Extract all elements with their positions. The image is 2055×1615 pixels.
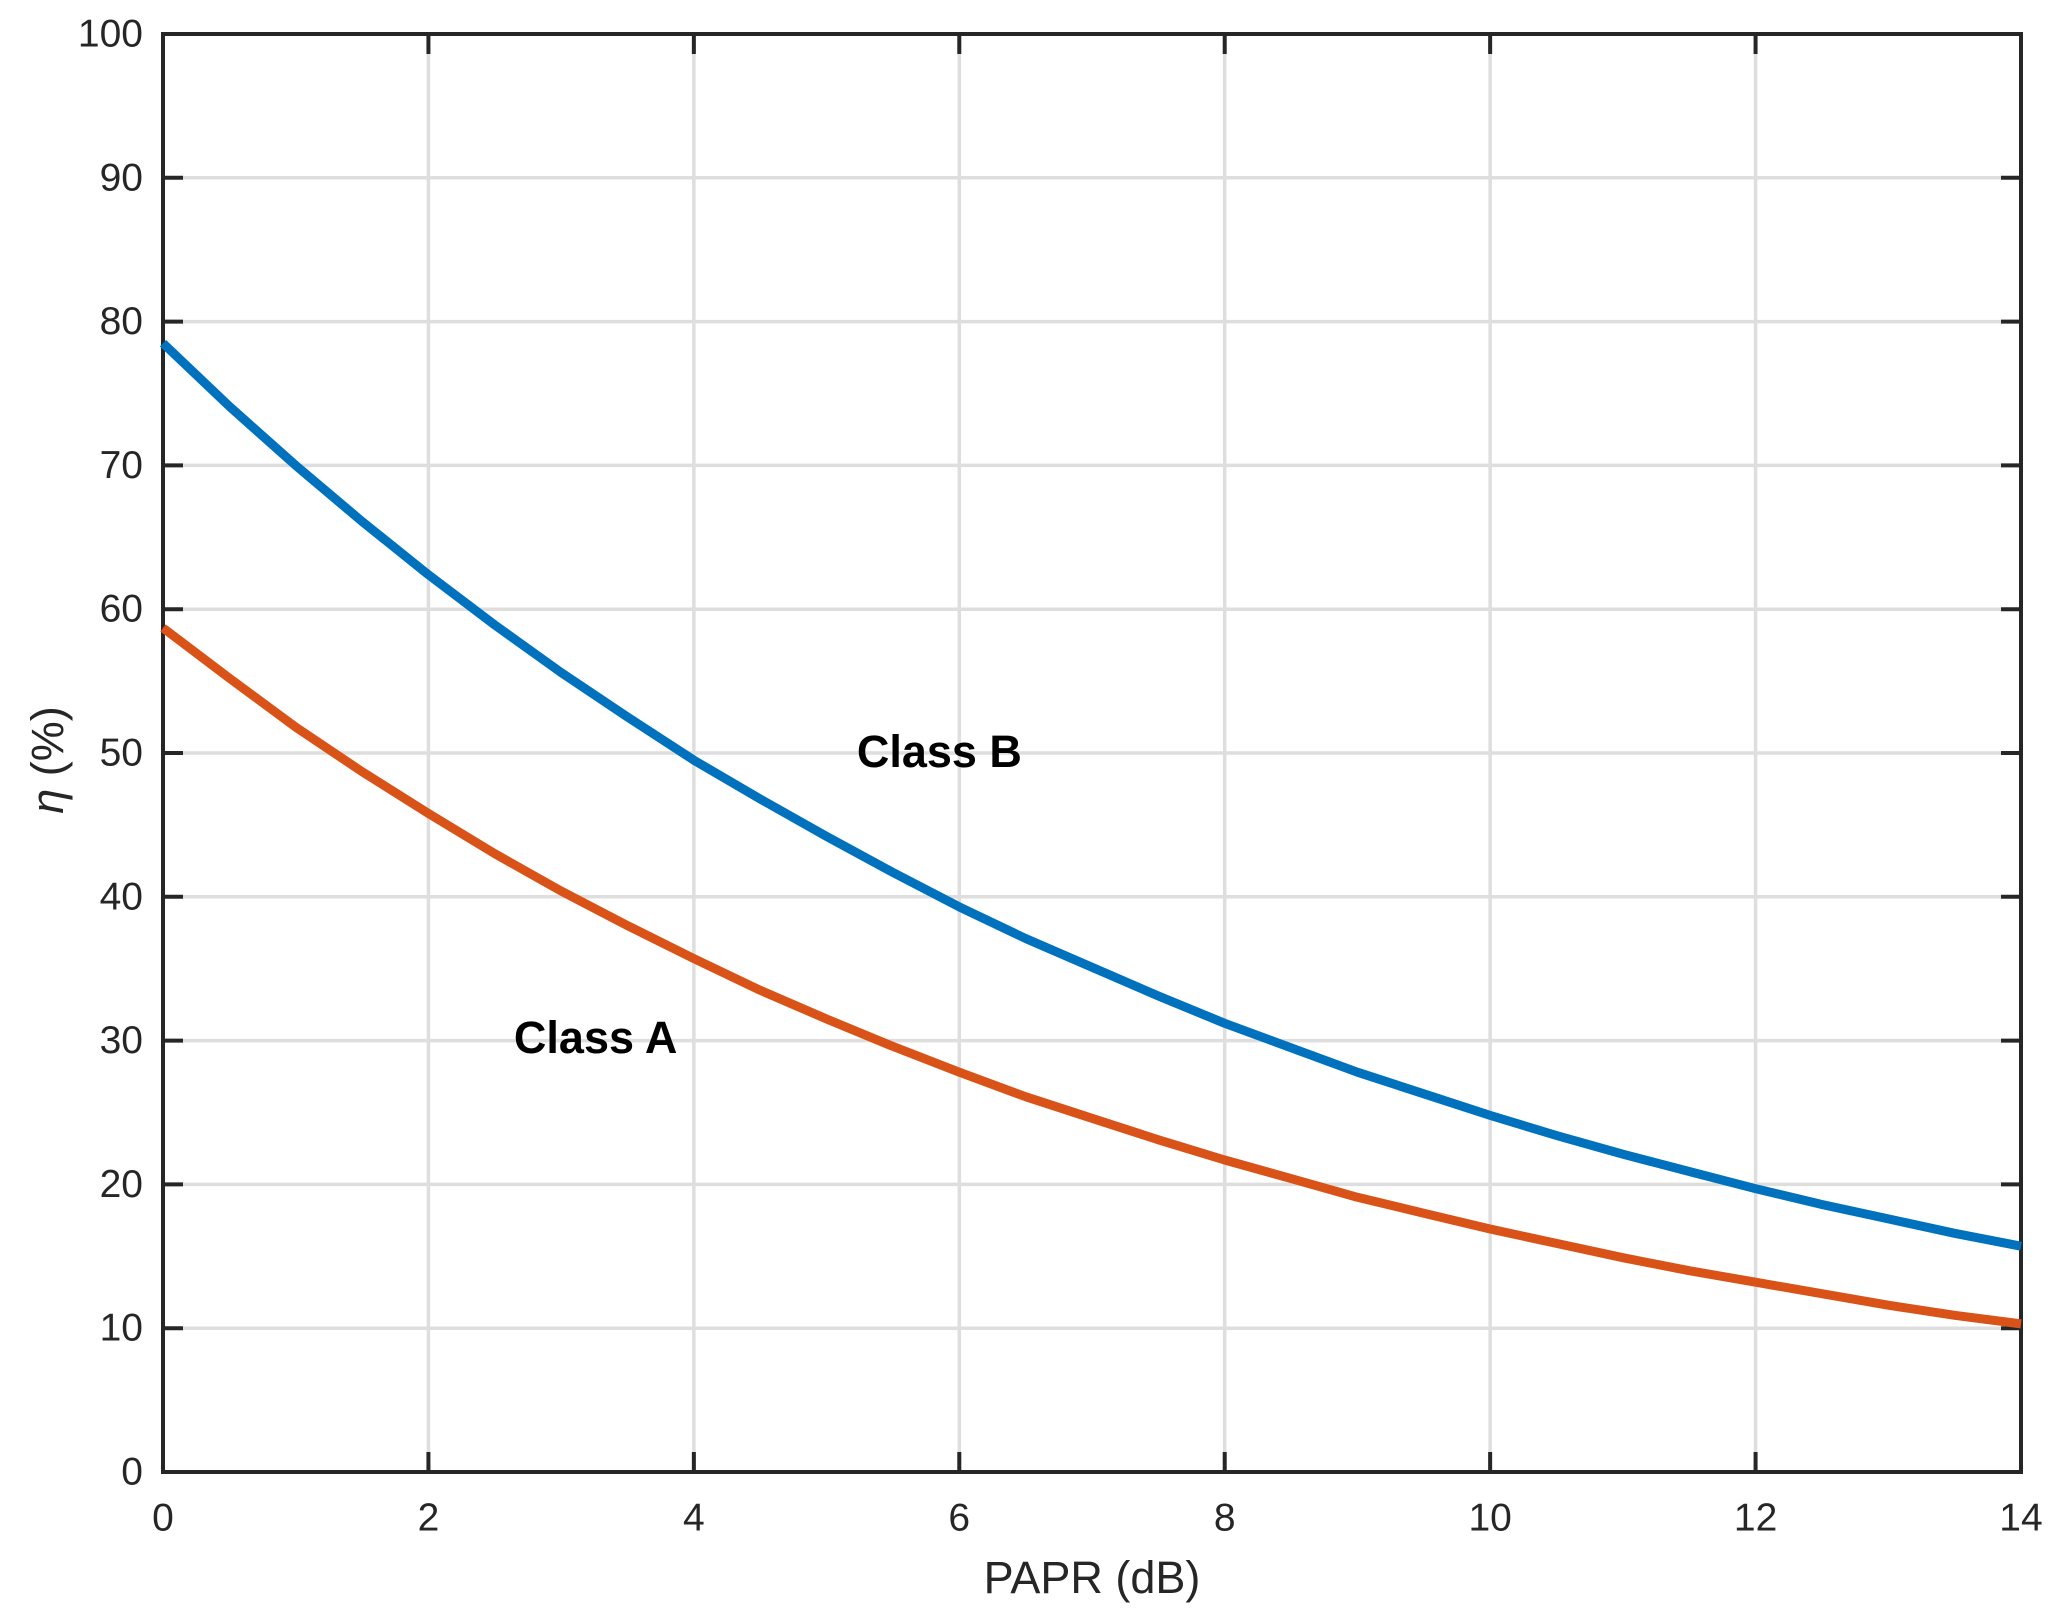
y-tick-label: 80 [100, 300, 143, 343]
y-tick-label: 30 [100, 1019, 143, 1062]
x-tick-label: 14 [1999, 1497, 2042, 1540]
y-tick-label: 40 [100, 875, 143, 918]
y-tick-label: 90 [100, 156, 143, 199]
x-tick-label: 6 [948, 1497, 970, 1540]
y-tick-label: 100 [78, 13, 143, 56]
x-tick-label: 10 [1468, 1497, 1511, 1540]
y-axis-label: η (%) [22, 706, 74, 813]
x-tick-label: 0 [152, 1497, 174, 1540]
y-tick-label: 0 [121, 1451, 143, 1494]
y-tick-label: 60 [100, 588, 143, 631]
x-tick-label: 2 [418, 1497, 440, 1540]
series-class-b [159, 339, 2022, 1251]
y-tick-label: 10 [100, 1307, 143, 1350]
annotation-class-a: Class A [513, 1011, 678, 1063]
eta-symbol: η [22, 788, 73, 814]
y-tick-label: 70 [100, 444, 143, 487]
x-axis-label: PAPR (dB) [983, 1552, 1201, 1603]
x-tick-label: 8 [1214, 1497, 1236, 1540]
y-axis-unit: (%) [22, 706, 73, 777]
annotation-class-b: Class B [856, 725, 1022, 777]
y-tick-label: 50 [100, 732, 143, 775]
x-tick-label: 12 [1734, 1497, 1777, 1540]
y-tick-label: 20 [100, 1163, 143, 1206]
series-class-a [160, 624, 2022, 1329]
x-tick-label: 4 [683, 1497, 705, 1540]
